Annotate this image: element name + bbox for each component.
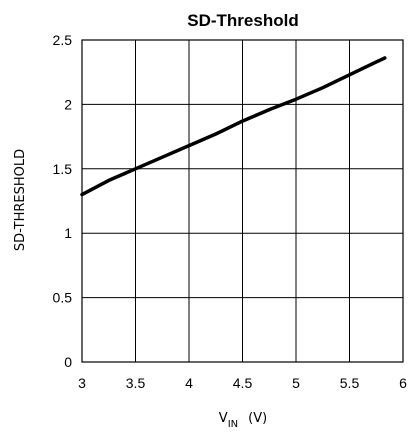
- x-tick-label: 5: [292, 375, 300, 391]
- plot-frame: [81, 39, 404, 363]
- chart-title: SD-Threshold: [187, 11, 298, 30]
- y-tick-label: 0: [64, 354, 72, 370]
- y-tick-label: 1.5: [53, 161, 73, 177]
- x-tick-label: 5.5: [340, 375, 360, 391]
- x-tick-label: 4: [185, 375, 193, 391]
- y-tick-label: 2.5: [53, 32, 73, 48]
- x-axis-label: VIN (V): [219, 411, 267, 430]
- x-tick-label: 6: [399, 375, 407, 391]
- x-axis-ticks: 3 3.5 4 4.5 5 5.5 6: [78, 375, 407, 391]
- x-axis-label-subscript: IN: [228, 419, 238, 430]
- y-tick-label: 0.5: [53, 290, 73, 306]
- y-axis-label: SD-THRESHOLD: [13, 149, 28, 251]
- x-tick-label: 4.5: [233, 375, 253, 391]
- y-axis-ticks: 0 0.5 1 1.5 2 2.5: [53, 32, 73, 370]
- x-axis-label-unit: (V): [248, 411, 267, 426]
- x-tick-label: 3.5: [126, 375, 146, 391]
- x-tick-label: 3: [78, 375, 86, 391]
- y-tick-label: 2: [64, 96, 72, 112]
- series-line: [80, 56, 387, 197]
- grid: [81, 39, 404, 363]
- y-tick-label: 1: [64, 225, 72, 241]
- x-axis-label-main: V: [219, 411, 228, 426]
